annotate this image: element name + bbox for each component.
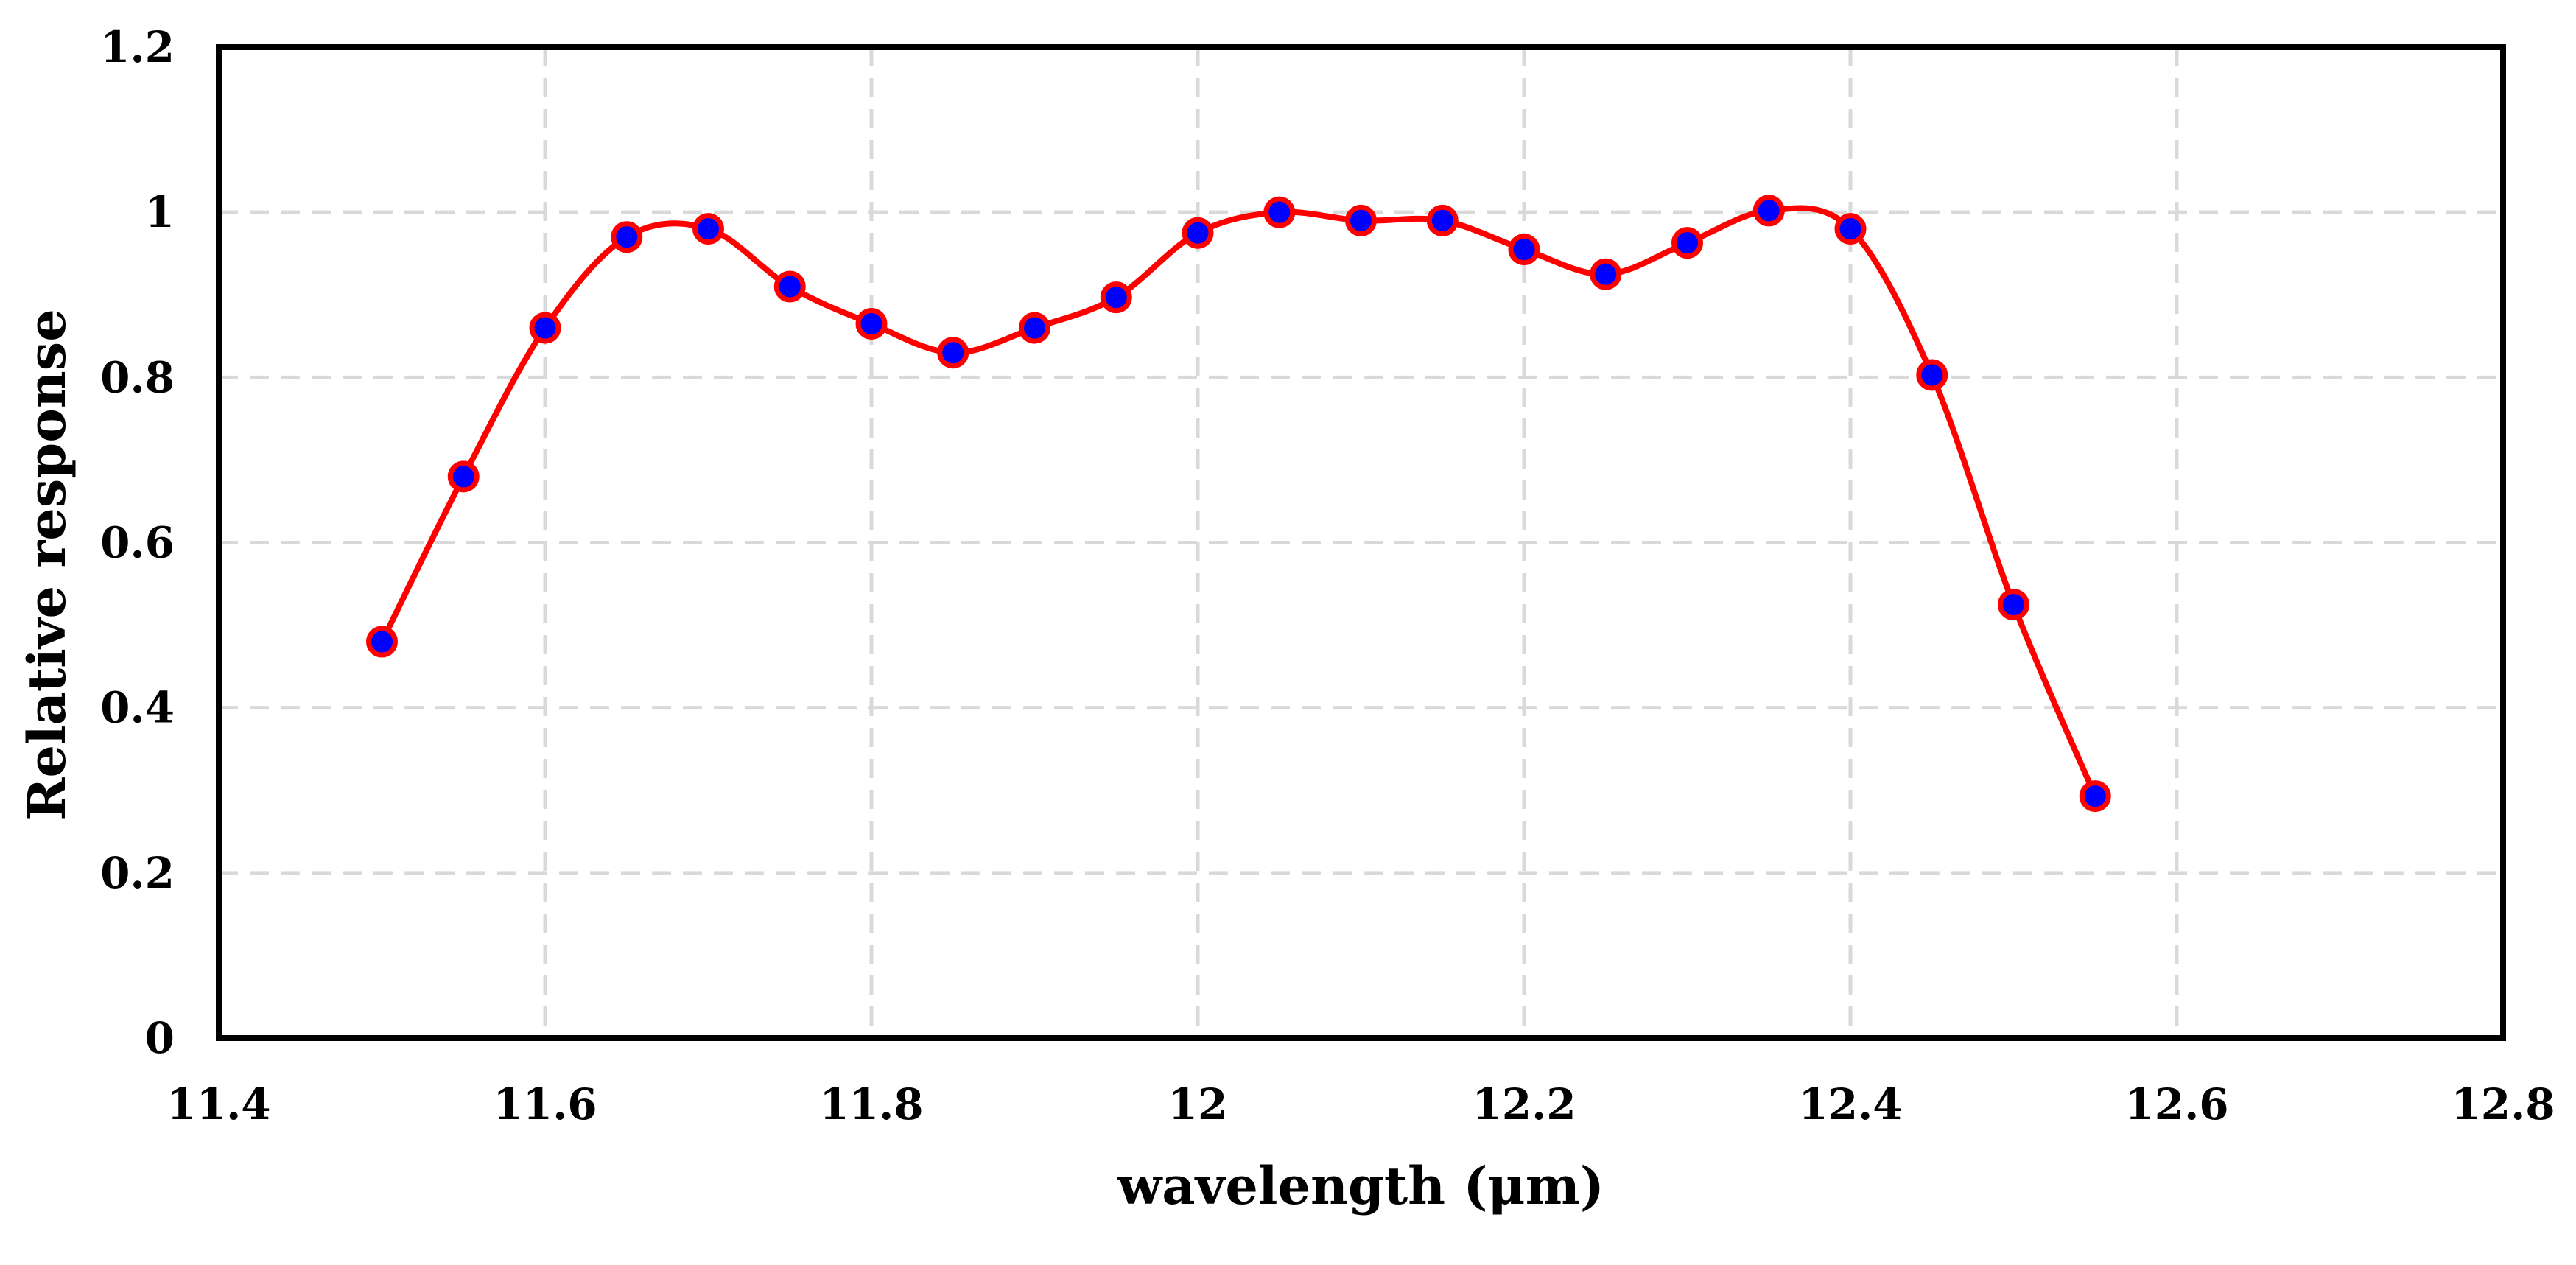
grid-lines <box>219 47 2503 1038</box>
data-point <box>1998 589 2029 621</box>
data-point <box>1752 195 1785 227</box>
data-point <box>1671 227 1703 259</box>
data-point <box>1182 217 1214 249</box>
y-tick-label: 0.2 <box>100 848 175 898</box>
x-tick-label: 11.4 <box>166 1079 270 1129</box>
data-point <box>2079 780 2111 813</box>
data-point <box>529 312 561 344</box>
data-point <box>1426 204 1459 236</box>
y-tick-label: 0.4 <box>100 683 175 733</box>
data-point <box>611 221 643 253</box>
data-markers <box>366 195 2111 813</box>
x-axis-title: wavelength (μm) <box>1117 1155 1604 1216</box>
x-tick-label: 12.6 <box>2124 1079 2228 1129</box>
y-tick-label: 0 <box>145 1013 175 1063</box>
y-tick-label: 1 <box>145 187 175 237</box>
y-tick-label: 1.2 <box>100 22 175 72</box>
data-point <box>1916 359 1948 391</box>
data-point <box>1508 234 1540 266</box>
x-tick-labels: 11.4 11.6 11.8 12 12.2 12.4 12.6 12.8 <box>166 1079 2555 1129</box>
y-axis-title: Relative response <box>16 309 77 820</box>
data-point <box>855 307 888 340</box>
plot-frame <box>216 44 2506 1041</box>
data-point <box>1834 213 1867 245</box>
y-tick-labels: 0 0.2 0.4 0.6 0.8 1 1.2 <box>100 22 175 1063</box>
data-point <box>937 337 969 369</box>
x-tick-label: 12.2 <box>1472 1079 1576 1129</box>
x-tick-label: 11.8 <box>819 1079 923 1129</box>
data-point <box>1263 196 1296 228</box>
data-point <box>1345 204 1377 236</box>
x-tick-label: 12.4 <box>1798 1079 1902 1129</box>
data-point <box>1590 258 1622 290</box>
x-tick-label: 11.6 <box>493 1079 597 1129</box>
y-tick-label: 0.8 <box>100 352 175 402</box>
data-point <box>1019 312 1050 344</box>
data-point <box>447 460 480 493</box>
data-point <box>1100 281 1132 314</box>
x-tick-label: 12.8 <box>2451 1079 2555 1129</box>
y-tick-label: 0.6 <box>100 518 175 568</box>
data-point <box>773 270 806 303</box>
x-tick-label: 12 <box>1168 1079 1228 1129</box>
data-point <box>366 626 398 658</box>
data-point <box>692 213 724 245</box>
